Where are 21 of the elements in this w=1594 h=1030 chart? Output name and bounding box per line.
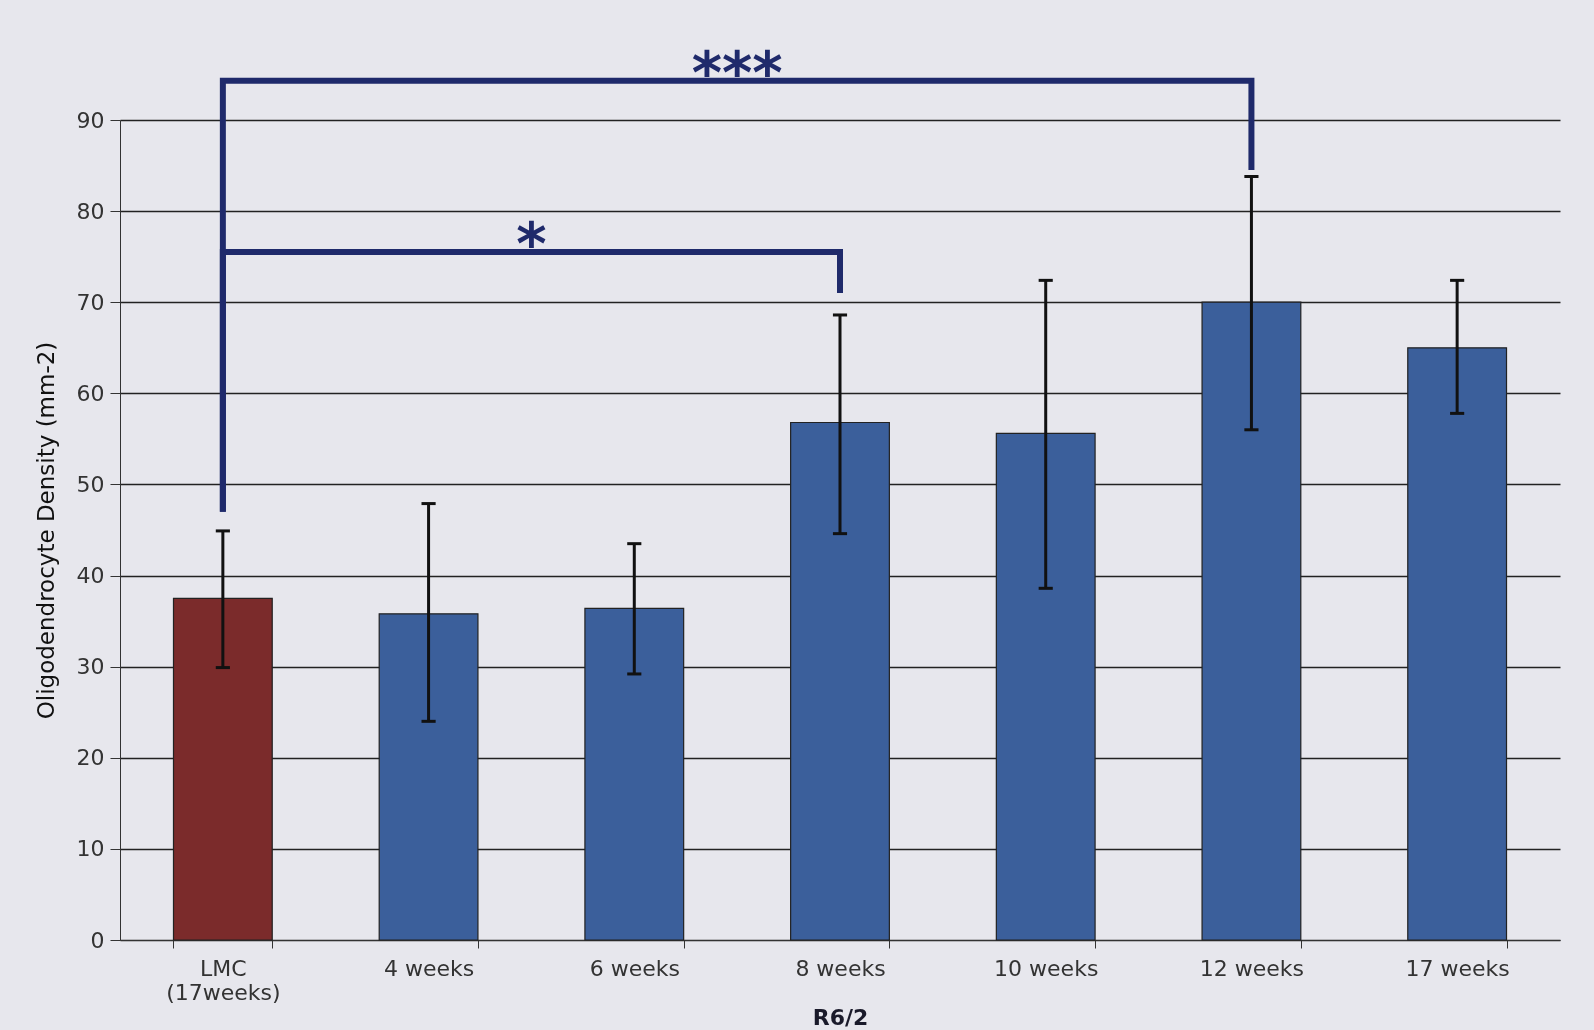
x-tick-label: 6 weeks: [589, 955, 680, 981]
y-tick-label: 10: [76, 836, 105, 862]
x-tick-label: 12 weeks: [1199, 955, 1305, 981]
y-tick-label: 90: [76, 107, 105, 133]
y-tick-label: 60: [76, 380, 105, 406]
y-tick-label: 0: [90, 927, 105, 953]
y-tick-label: 40: [76, 563, 105, 589]
y-tick-label: 20: [76, 745, 105, 771]
text: ***: [691, 38, 783, 107]
x-tick-label: LMC (17weeks): [166, 955, 281, 1005]
y-tick-label: 30: [76, 654, 105, 680]
y-tick-label: 50: [76, 471, 105, 497]
x-tick-label: 10 weeks: [994, 955, 1099, 981]
x-tick-label: 17 weeks: [1405, 955, 1510, 981]
x-axis-title: R6/2: [812, 1004, 869, 1030]
x-tick-label: 8 weeks: [795, 955, 886, 981]
y-axis-title: Oligodendrocyte Density (mm-2): [32, 341, 59, 720]
y-tick-label: 70: [76, 289, 105, 315]
y-tick-label: 80: [76, 198, 105, 224]
x-tick-label: 4 weeks: [383, 955, 475, 981]
annotation: *: [516, 210, 547, 279]
